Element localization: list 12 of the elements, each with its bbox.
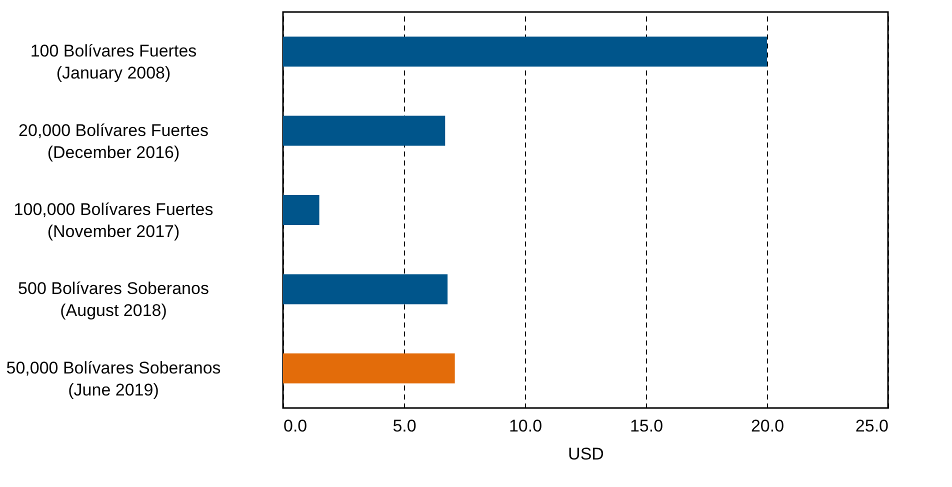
x-tick-label: 20.0 xyxy=(750,416,784,436)
x-tick-label: 25.0 xyxy=(855,416,888,436)
y-tick-label: 50,000 Bolívares Soberanos (June 2019) xyxy=(6,358,221,400)
x-axis-title: USD xyxy=(568,444,604,464)
x-tick-label: 5.0 xyxy=(392,416,416,436)
y-tick-label: 100 Bolívares Fuertes (January 2008) xyxy=(30,42,197,83)
y-tick-label: 100,000 Bolívares Fuertes (November 2017) xyxy=(14,200,214,241)
x-tick-label: 0.0 xyxy=(284,416,308,436)
x-tick-label: 15.0 xyxy=(630,416,664,436)
x-tick-label: 10.0 xyxy=(508,416,542,436)
y-tick-label: 20,000 Bolívares Fuertes (December 2016) xyxy=(18,120,208,162)
y-tick-label: 500 Bolívares Soberanos (August 2018) xyxy=(18,279,209,320)
